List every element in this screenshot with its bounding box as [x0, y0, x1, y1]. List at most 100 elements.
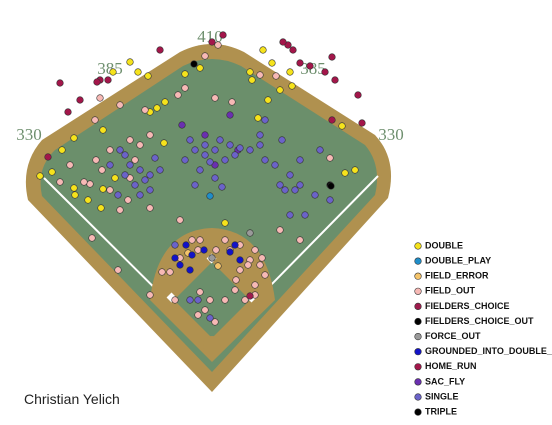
hit-point: [254, 114, 262, 122]
hit-point: [276, 226, 284, 234]
legend-label: FIELD_OUT: [425, 286, 476, 296]
hit-point: [131, 181, 139, 189]
hit-point: [256, 131, 264, 139]
hit-point: [206, 158, 214, 166]
hit-point: [98, 166, 106, 174]
hit-point: [214, 41, 222, 49]
hit-point: [276, 181, 284, 189]
legend-label: DOUBLE_PLAY: [425, 255, 491, 265]
hit-point: [212, 246, 220, 254]
hit-point: [126, 161, 134, 169]
hit-point: [194, 296, 202, 304]
hit-point: [236, 256, 244, 264]
hit-point: [201, 141, 209, 149]
legend-marker: [414, 317, 422, 326]
hit-point: [160, 139, 168, 147]
hit-point: [181, 84, 189, 92]
hit-point: [196, 236, 204, 244]
hit-point: [171, 254, 179, 262]
hit-point: [106, 186, 114, 194]
hit-point: [241, 296, 249, 304]
hit-point: [48, 168, 56, 176]
hit-point: [296, 156, 304, 164]
hit-point: [226, 141, 234, 149]
hit-point: [211, 174, 219, 182]
hit-point: [214, 262, 222, 270]
hit-point: [358, 119, 366, 127]
hit-point: [196, 64, 204, 72]
hit-point: [146, 204, 154, 212]
hit-point: [206, 192, 214, 200]
hit-point: [146, 131, 154, 139]
hit-point: [124, 196, 132, 204]
hit-point: [251, 246, 259, 254]
hit-point: [326, 196, 334, 204]
hit-point: [141, 176, 149, 184]
hit-point: [201, 52, 209, 60]
hit-point: [86, 180, 94, 188]
fence-distance: 410: [197, 27, 223, 46]
hit-point: [153, 104, 161, 112]
hit-point: [256, 141, 264, 149]
hit-point: [201, 151, 209, 159]
hit-point: [279, 38, 287, 46]
legend-label: FIELDERS_CHOICE_OUT: [425, 316, 534, 326]
hit-point: [221, 296, 229, 304]
hit-point: [321, 68, 329, 76]
hit-point: [106, 146, 114, 154]
hit-point: [182, 241, 190, 249]
hit-point: [141, 106, 149, 114]
hit-point: [256, 261, 264, 269]
hit-point: [251, 281, 259, 289]
hit-point: [316, 146, 324, 154]
hit-point: [231, 286, 239, 294]
legend-marker: [414, 378, 422, 386]
hit-point: [211, 318, 219, 326]
hit-point: [306, 62, 314, 70]
legend-label: SAC_FLY: [425, 376, 465, 386]
hit-point: [136, 141, 144, 149]
hit-point: [248, 76, 256, 84]
hit-point: [146, 171, 154, 179]
hit-point: [158, 268, 166, 276]
hit-point: [286, 171, 294, 179]
legend-label: FIELD_ERROR: [425, 271, 489, 281]
hit-point: [219, 31, 227, 39]
hit-point: [354, 91, 362, 99]
hit-point: [176, 261, 184, 269]
hit-point: [236, 266, 244, 274]
hit-point: [246, 146, 254, 154]
legend-marker: [414, 257, 422, 265]
hit-point: [186, 296, 194, 304]
legend-label: HOME_RUN: [425, 361, 477, 371]
hit-point: [328, 53, 336, 61]
hit-point: [211, 94, 219, 102]
legend-marker: [414, 333, 422, 341]
hit-point: [116, 146, 124, 154]
hit-point: [206, 314, 214, 322]
hit-point: [194, 246, 202, 254]
legend-label: FORCE_OUT: [425, 331, 481, 341]
legend-marker: [414, 348, 422, 356]
hit-point: [201, 131, 209, 139]
hit-point: [276, 86, 284, 94]
hit-point: [146, 186, 154, 194]
hit-point: [84, 196, 92, 204]
hit-point: [136, 191, 144, 199]
hit-point: [261, 156, 269, 164]
hit-point: [70, 184, 78, 192]
hit-point: [278, 136, 286, 144]
hit-point: [111, 174, 119, 182]
hit-point: [36, 172, 44, 180]
hit-point: [56, 79, 64, 87]
hit-point: [71, 191, 79, 199]
hit-point: [176, 216, 184, 224]
hit-point: [259, 46, 267, 54]
hit-point: [106, 161, 114, 169]
hit-point: [104, 76, 112, 84]
hit-point: [208, 254, 216, 262]
hit-point: [171, 241, 179, 249]
hit-point: [232, 276, 240, 284]
hit-point: [146, 291, 154, 299]
hit-point: [201, 306, 209, 314]
